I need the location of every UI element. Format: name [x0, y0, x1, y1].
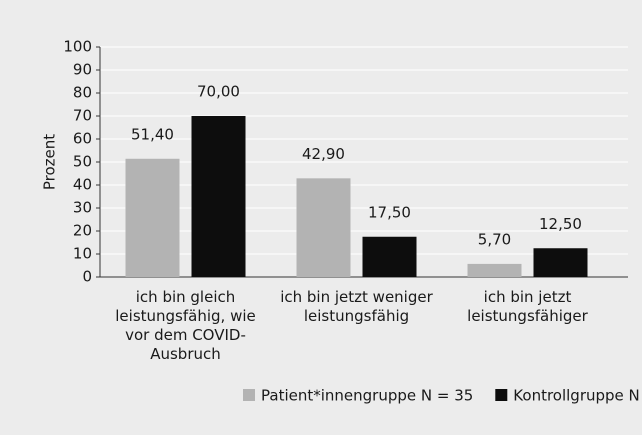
bar: [362, 236, 417, 277]
bar: [467, 263, 522, 277]
x-tick-label: ich bin gleich leistungsfähig, wie vor d…: [115, 288, 256, 363]
x-tick-label: ich bin jetzt leistungsfähiger: [467, 288, 588, 325]
y-tick-label: 10: [73, 245, 92, 263]
value-label: 51,40: [131, 125, 174, 143]
y-tick-label: 40: [73, 176, 92, 194]
bar: [296, 178, 351, 277]
value-label: 5,70: [478, 230, 511, 248]
y-tick-label: 50: [73, 153, 92, 171]
bar: [533, 248, 588, 277]
legend-label: Patient*innengruppe N = 35: [261, 387, 473, 405]
y-tick-label: 0: [82, 268, 92, 286]
y-tick-label: 100: [63, 38, 92, 56]
y-tick-label: 20: [73, 222, 92, 240]
bar: [191, 116, 246, 277]
value-label: 12,50: [539, 215, 582, 233]
value-label: 17,50: [368, 203, 411, 221]
y-tick-label: 90: [73, 61, 92, 79]
y-axis-label: Prozent: [41, 134, 59, 190]
bar: [125, 158, 180, 277]
x-tick-label: ich bin jetzt weniger leistungsfähig: [280, 288, 433, 325]
value-label: 42,90: [302, 145, 345, 163]
legend-swatch: [243, 389, 255, 401]
legend-swatch: [495, 389, 508, 401]
y-tick-label: 60: [73, 130, 92, 148]
y-tick-label: 30: [73, 199, 92, 217]
legend-label: Kontrollgruppe N = 40: [513, 387, 642, 405]
y-tick-label: 70: [73, 107, 92, 125]
y-tick-label: 80: [73, 84, 92, 102]
value-label: 70,00: [197, 83, 240, 101]
